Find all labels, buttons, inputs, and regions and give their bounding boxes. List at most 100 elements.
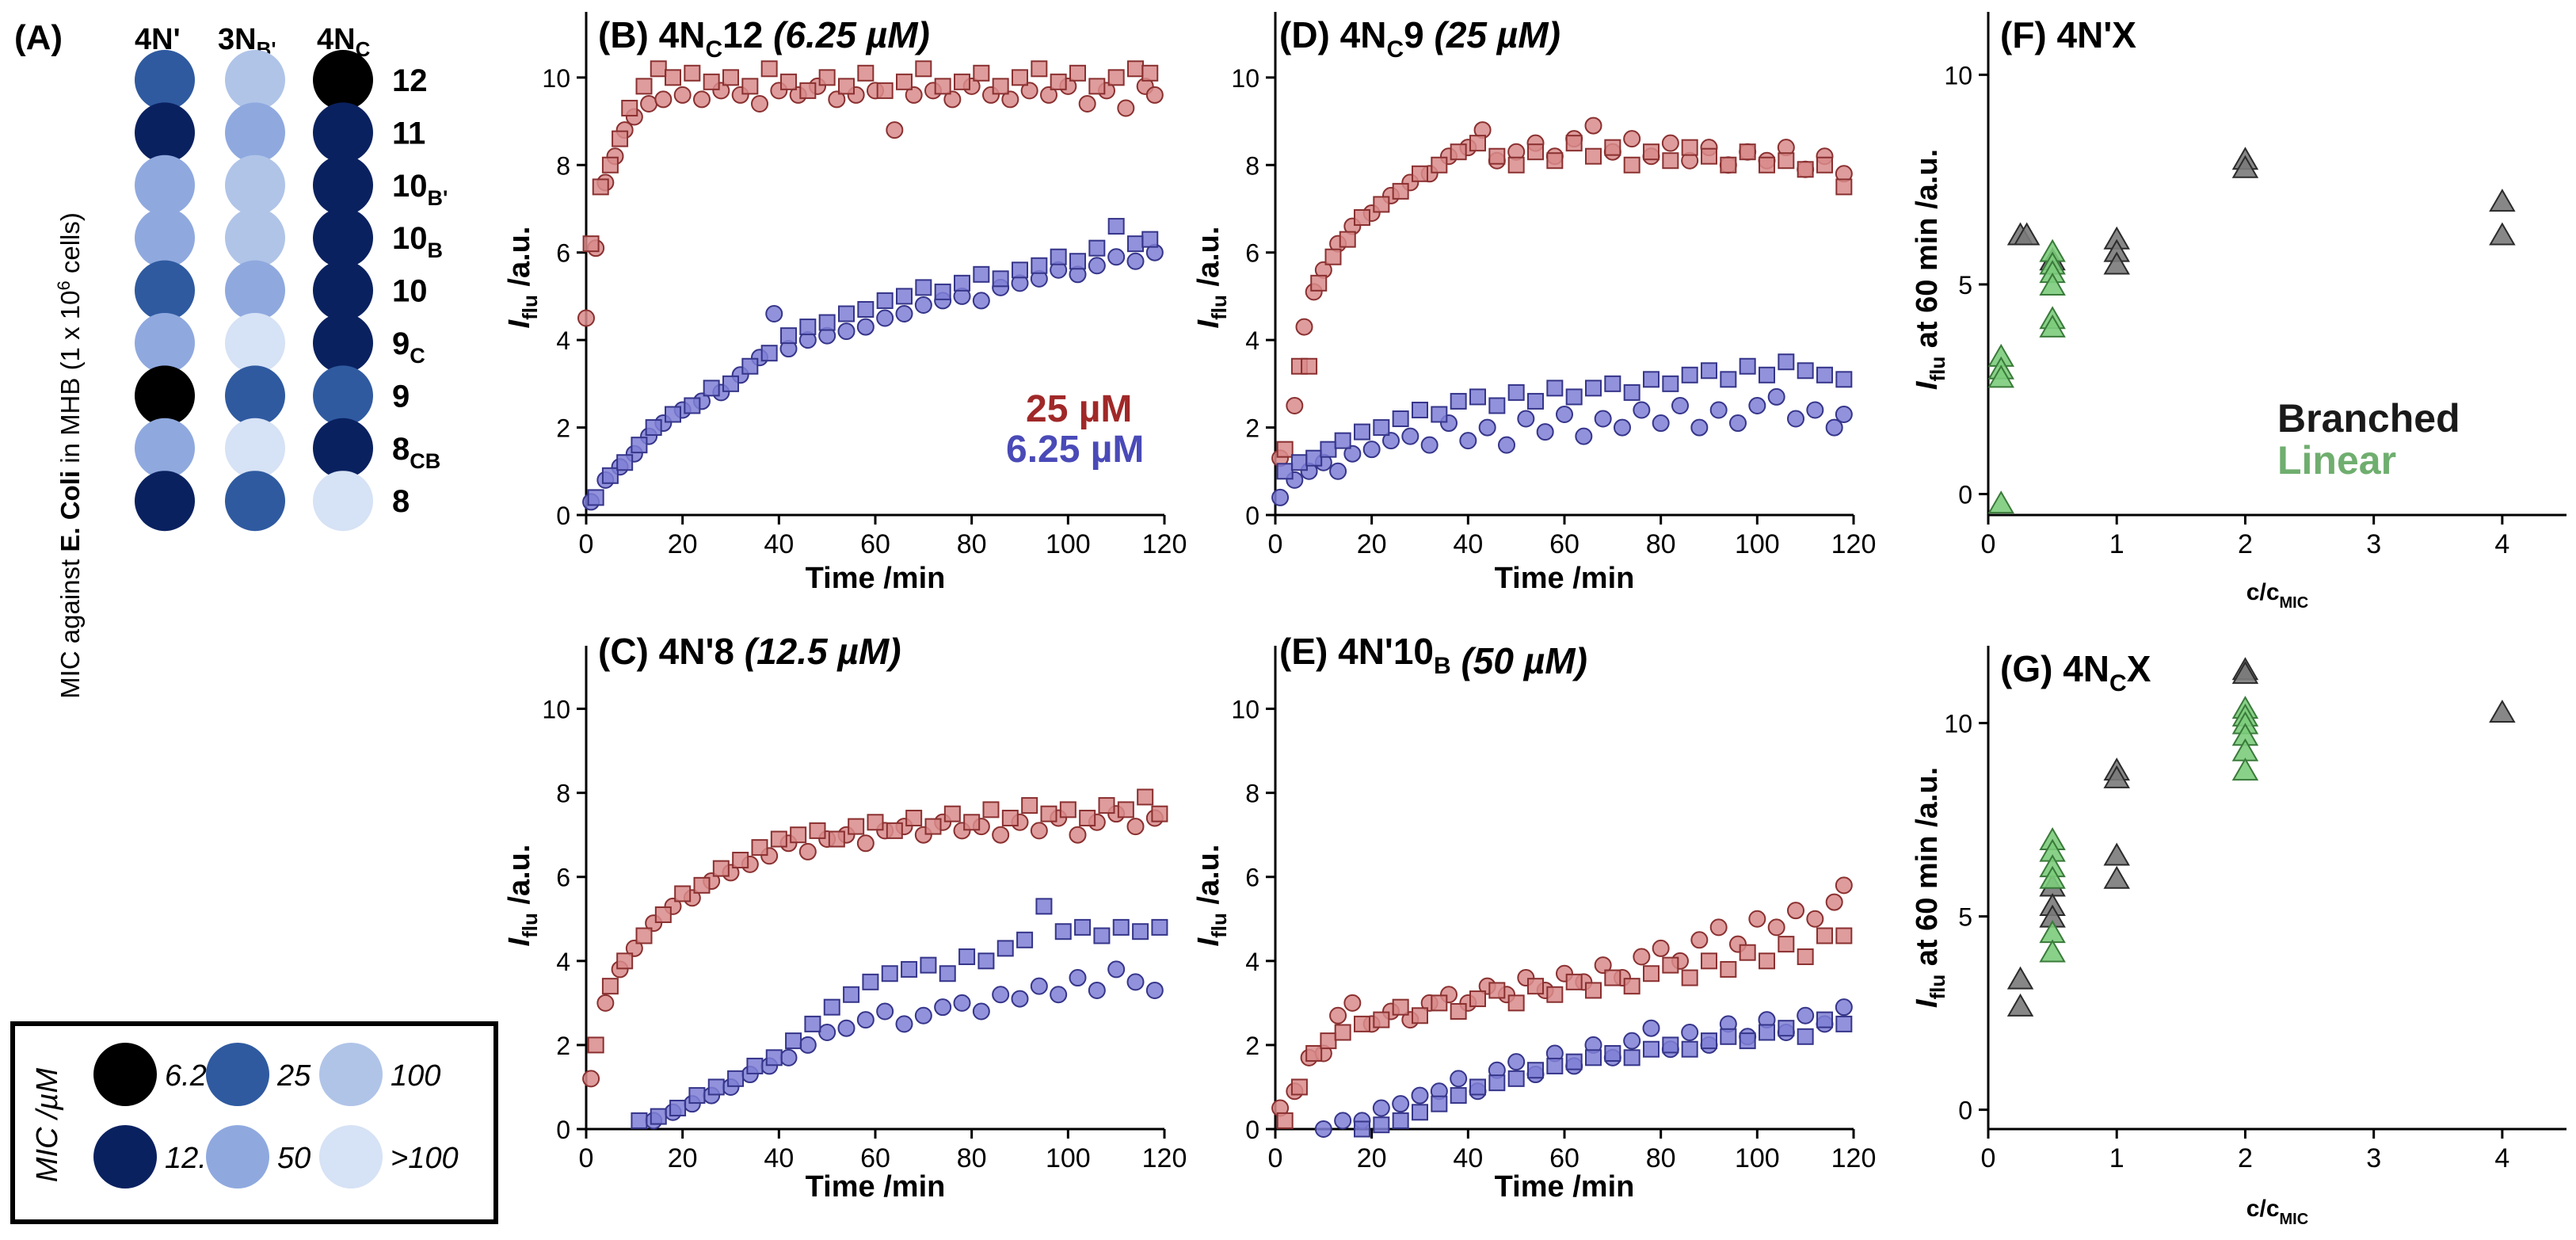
data-point [1030,822,1048,840]
chart-title-D: (D) 4NC9 (25 µM) [1279,14,1560,63]
data-point [1662,956,1679,974]
chart-F: 0 1 2 3 4 0 5 10 (F) 4N'X Iflu at 60 min /a.u. c/c… [1911,12,2566,612]
data-point [1681,139,1698,156]
x-tick-label: 80 [1646,529,1676,559]
data-point [838,78,855,95]
y-tick-label: 2 [556,414,570,443]
y-axis-label: Iflu /a.u. [1192,845,1231,947]
x-tick-label: 0 [1268,1143,1283,1173]
data-point [1835,927,1853,944]
data-point [1729,414,1747,433]
data-point [1030,977,1048,995]
data-point [1392,998,1409,1016]
data-point [924,818,942,835]
data-point [1431,994,1448,1012]
x-tick-label: 2 [2238,1143,2253,1173]
data-point [1565,973,1583,990]
data-point [1107,960,1126,979]
data-point [1412,401,1428,418]
series-C-1 [582,805,1164,1088]
data-point [1546,986,1564,1003]
y-tick-label: 10 [1231,696,1259,724]
x-axis-label: c/cMIC [2246,1196,2308,1228]
mic-dot-row6-col1 [135,313,195,373]
data-point [1565,1053,1583,1070]
data-point [1141,64,1159,82]
data-point [1035,898,1053,915]
data-point [1661,134,1679,152]
x-tick-label: 60 [1549,1143,1580,1173]
data-point [1797,161,1814,178]
data-point [1001,809,1019,826]
data-point [1748,910,1766,928]
x-tick-label: 100 [1046,529,1091,559]
data-point [1585,982,1602,999]
data-point [616,952,634,970]
chart-title-F: (F) 4N'X [2000,14,2136,55]
legend-6-25um: 6.25 µM [1006,429,1144,471]
data-point [693,876,711,894]
series-B-1 [577,77,1164,327]
mic-dot-row2-col3 [313,102,373,163]
data-point [669,1099,687,1116]
y-tick-label: 10 [542,696,570,724]
mic-dot-row9-col1 [135,471,195,532]
data-point [1478,418,1496,437]
data-point [1392,410,1409,428]
data-point [582,1070,600,1088]
x-tick-label: 60 [1549,529,1580,559]
data-point [1469,388,1486,406]
data-point [876,292,894,309]
data-point [862,973,879,990]
data-point [1787,410,1804,428]
data-point [823,998,840,1016]
x-tick-label: 4 [2494,529,2509,559]
data-point [2006,993,2034,1017]
data-point [1069,253,1086,270]
data-point [1324,248,1342,265]
y-tick-label: 4 [556,326,570,355]
data-point [2489,189,2516,212]
data-point [1701,147,1717,165]
y-tick-label: 6 [1245,239,1259,268]
data-point [856,1011,875,1029]
data-point [673,86,692,104]
data-point [943,90,962,109]
data-point [1145,981,1164,999]
data-point [1320,441,1337,458]
data-point [2006,966,2034,990]
data-point [684,64,701,82]
data-point [1643,965,1660,982]
data-point [1459,432,1477,450]
data-point [707,1078,725,1096]
legend-dot-3 [319,1043,383,1106]
data-point [785,1032,802,1050]
mic-dot-row4-col2 [225,208,285,269]
data-point [1012,261,1028,279]
data-point [934,283,951,300]
data-point [727,1070,745,1087]
data-point [1343,994,1362,1012]
panel-f-series-legend: Branched Linear [2277,396,2460,483]
series-G-2 [2039,696,2259,963]
data-point [1098,797,1115,815]
data-point [1107,218,1125,235]
data-point [790,826,807,844]
x-tick-label: 100 [1735,529,1780,559]
series-C-2 [587,788,1168,1054]
data-point [1412,1007,1428,1024]
data-point [631,437,648,454]
data-point [693,90,711,109]
data-point [1623,1032,1641,1050]
y-tick-label: 2 [1245,1032,1259,1060]
data-point [1681,1040,1698,1058]
data-point [654,906,672,923]
y-axis-label: Iflu at 60 min /a.u. [1911,149,1949,390]
data-point [1662,375,1679,392]
data-point [1107,248,1126,266]
data-point [1759,366,1775,383]
mic-dot-row9-col3 [313,471,373,532]
legend-value-6: >100 [391,1142,459,1175]
data-point [1604,969,1621,986]
data-point [2039,865,2066,889]
